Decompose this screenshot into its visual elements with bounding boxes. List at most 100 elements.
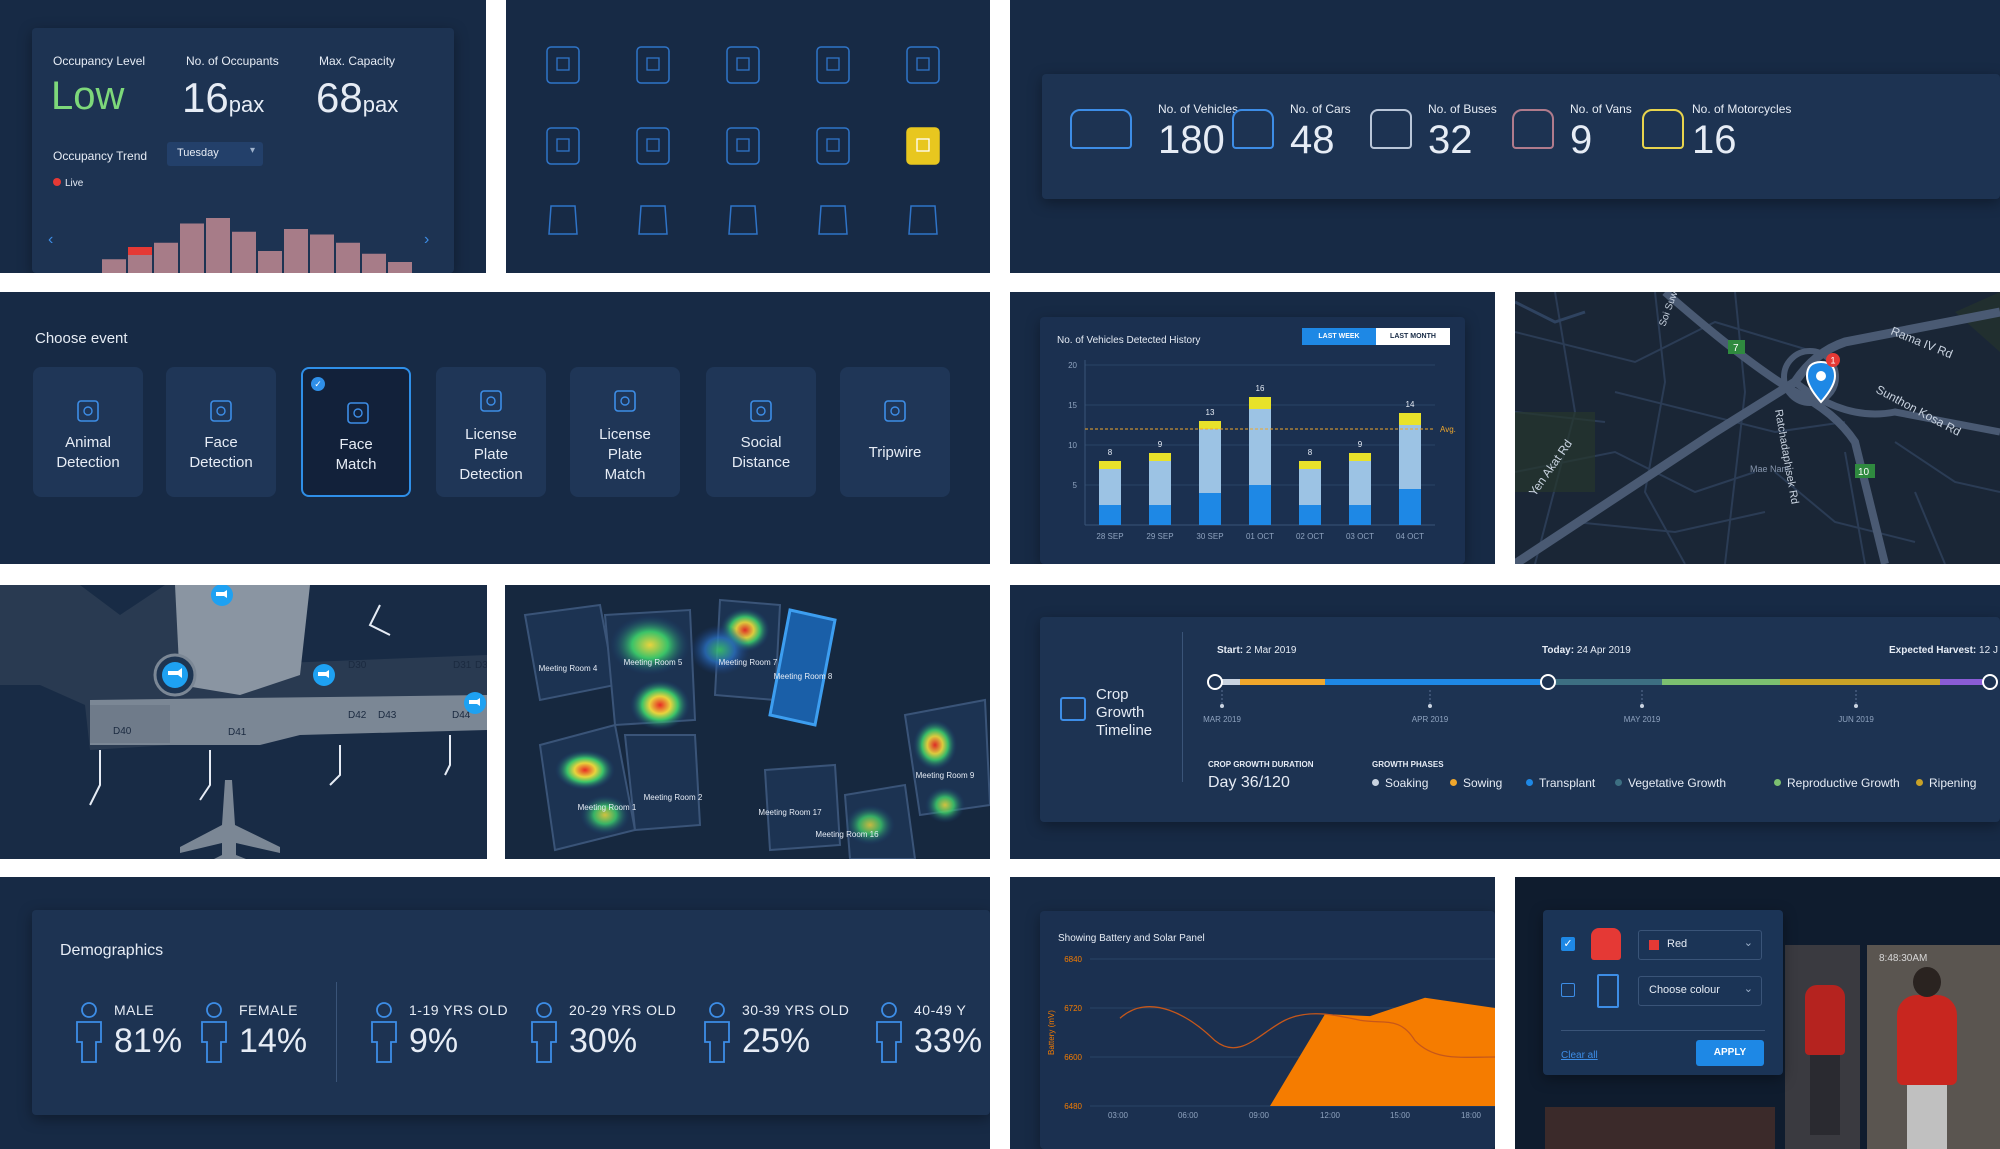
history-bar-segment xyxy=(1399,425,1421,489)
event-label: License Plate Match xyxy=(570,425,680,485)
demographic-label: 1-19 YRS OLD xyxy=(409,1002,509,1018)
event-card[interactable]: Tripwire xyxy=(840,367,950,497)
phase-legend-item: Transplant xyxy=(1526,776,1595,790)
apply-button[interactable]: APPLY xyxy=(1696,1040,1764,1066)
road-label-ratchadaphisek: Ratchadaphisek Rd xyxy=(1772,408,1800,505)
x-tick-label: 12:00 xyxy=(1320,1111,1341,1120)
clear-all-link[interactable]: Clear all xyxy=(1561,1050,1598,1061)
event-card[interactable]: Social Distance xyxy=(706,367,816,497)
start-value: 2 Mar 2019 xyxy=(1245,645,1297,656)
event-card[interactable]: ✓ Face Match xyxy=(301,367,411,497)
van-icon xyxy=(1512,109,1554,149)
route-badge-1-text: 7 xyxy=(1733,343,1739,354)
bar-total-label: 9 xyxy=(1158,440,1163,449)
face-detection-icon[interactable] xyxy=(726,127,760,165)
face-match-icon[interactable] xyxy=(816,127,850,165)
crop-timeline-bar: MAR 2019 APR 2019 MAY 2019 JUN 2019 xyxy=(1203,674,1998,724)
route-badge-2 xyxy=(1855,464,1875,478)
chevron-left-icon[interactable]: ‹ xyxy=(48,231,53,248)
chevron-right-icon[interactable]: › xyxy=(424,231,429,248)
thumbs-down-icon[interactable] xyxy=(906,127,940,165)
camera-marker-icon[interactable] xyxy=(464,692,486,714)
camera-marker-icon[interactable] xyxy=(211,585,233,606)
bell-icon[interactable] xyxy=(728,205,758,235)
room-label-2: Meeting Room 2 xyxy=(644,793,703,802)
camera-feed-2: 8:48:30AM xyxy=(1867,945,2000,1149)
occupancy-bar xyxy=(206,218,230,273)
timeline-segment xyxy=(1215,679,1240,685)
demographic-value: 33% xyxy=(914,1022,983,1060)
crop-title: Crop Growth Timeline xyxy=(1096,686,1152,740)
tripwire-icon[interactable] xyxy=(726,46,760,84)
location-pin-icon[interactable]: 1 xyxy=(1805,353,1840,404)
filter-tile: 8:48:30AM ✓ Red ⌄ Choose colour ⌄ Clear … xyxy=(1515,877,2000,1149)
icon-grid-tile xyxy=(506,0,990,273)
event-card[interactable]: License Plate Match xyxy=(570,367,680,497)
solar-area xyxy=(1270,997,1495,1106)
gate-d31: D31 xyxy=(453,660,472,671)
trend-select-value: Tuesday xyxy=(177,147,219,159)
room-label-1: Meeting Room 1 xyxy=(578,803,637,812)
event-card[interactable]: Face Detection xyxy=(166,367,276,497)
event-card[interactable]: License Plate Detection xyxy=(436,367,546,497)
jacket-icon[interactable] xyxy=(548,205,578,235)
tab-last-month[interactable]: LAST MONTH xyxy=(1376,328,1450,345)
sensor-icon[interactable] xyxy=(636,46,670,84)
phase-name: Ripening xyxy=(1929,776,1977,790)
jacket-checkbox[interactable]: ✓ xyxy=(1561,937,1575,951)
event-label: License Plate Detection xyxy=(436,425,546,485)
social-distance-icon[interactable] xyxy=(906,46,940,84)
pants-checkbox[interactable] xyxy=(1561,983,1575,997)
vehicle-value: 16 xyxy=(1692,118,1737,162)
event-card[interactable]: Animal Detection xyxy=(33,367,143,497)
y-tick-label: 6600 xyxy=(1064,1053,1082,1062)
bar-total-label: 9 xyxy=(1358,440,1363,449)
phase-dot-icon xyxy=(1774,779,1781,786)
pants-colour-select[interactable]: Choose colour ⌄ xyxy=(1638,976,1762,1006)
demographic-value: 81% xyxy=(114,1022,183,1060)
standing-person-icon[interactable] xyxy=(546,127,580,165)
occupants-value: 16pax xyxy=(182,74,264,122)
event-label-line: Detection xyxy=(189,454,253,471)
crop-title-line-3: Timeline xyxy=(1096,722,1153,739)
calendar-icon xyxy=(1060,697,1086,721)
clock-icon[interactable] xyxy=(818,205,848,235)
face-match-icon xyxy=(347,402,369,424)
timeline-marker-core xyxy=(1987,679,1993,685)
gate-d43: D43 xyxy=(378,710,397,721)
x-tick-label: 01 OCT xyxy=(1246,532,1274,541)
floor-plan-icon[interactable] xyxy=(546,46,580,84)
adult-icon xyxy=(704,1002,730,1063)
phone-icon[interactable] xyxy=(816,46,850,84)
office-heatmap: Meeting Room 4 Meeting Room 5 Meeting Ro… xyxy=(523,598,990,859)
event-label-line: Distance xyxy=(731,454,791,471)
history-tile: No. of Vehicles Detected History LAST WE… xyxy=(1010,292,1495,564)
harvest-label: Expected Harvest: xyxy=(1889,645,1977,656)
camera-marker-icon[interactable] xyxy=(313,664,335,686)
gate-d40: D40 xyxy=(113,726,132,737)
vehicle-stat: No. of Cars 48 xyxy=(1232,74,1412,174)
jacket-colour-select[interactable]: Red ⌄ xyxy=(1638,930,1762,960)
camera-marker-icon[interactable] xyxy=(153,653,197,697)
start-label: Start: xyxy=(1217,645,1244,656)
occupancy-bar xyxy=(154,242,178,273)
vehicle-value: 180 xyxy=(1158,118,1225,162)
history-title: No. of Vehicles Detected History xyxy=(1057,335,1201,346)
demographic-label: FEMALE xyxy=(239,1002,299,1018)
crop-divider xyxy=(1182,632,1183,782)
x-tick-label: 28 SEP xyxy=(1096,532,1123,541)
x-tick-label: 30 SEP xyxy=(1196,532,1223,541)
demographics-card: Demographics MALE 81% FEMALE 14% 1-19 YRS OL… xyxy=(32,910,990,1115)
trend-select[interactable]: Tuesday ▾ xyxy=(167,142,263,166)
tab-last-week[interactable]: LAST WEEK xyxy=(1302,328,1376,345)
car-icon[interactable] xyxy=(636,127,670,165)
pants-icon[interactable] xyxy=(638,205,668,235)
layout-icon[interactable] xyxy=(908,205,938,235)
gate-d30: D30 xyxy=(348,660,367,671)
room-label-8: Meeting Room 8 xyxy=(774,672,833,681)
occupancy-bar xyxy=(180,223,204,273)
occupancy-tile: Occupancy Level Low No. of Occupants 16p… xyxy=(0,0,486,273)
car-icon xyxy=(1232,109,1274,149)
phase-dot-icon xyxy=(1526,779,1533,786)
room-label-16: Meeting Room 16 xyxy=(815,830,879,839)
